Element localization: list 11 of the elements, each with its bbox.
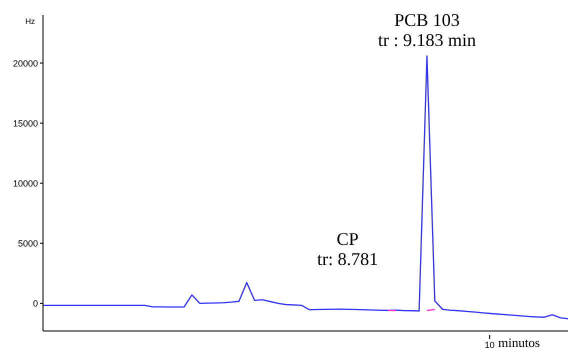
x-axis-title: minutos	[498, 335, 540, 350]
line-series	[42, 55, 569, 320]
y-tick-label: 0	[32, 298, 38, 309]
annotation: PCB 103 tr : 9.183 min	[378, 10, 476, 50]
y-axis-title: Hz	[25, 17, 35, 26]
y-tick-label: 10000	[12, 178, 38, 188]
y-tick-label: 20000	[12, 58, 38, 68]
annotation: CP tr: 8.781	[317, 229, 378, 270]
y-tick-label: 5000	[18, 238, 38, 248]
x-tick-label: 10	[484, 340, 495, 350]
y-tick-label: 15000	[12, 118, 38, 128]
